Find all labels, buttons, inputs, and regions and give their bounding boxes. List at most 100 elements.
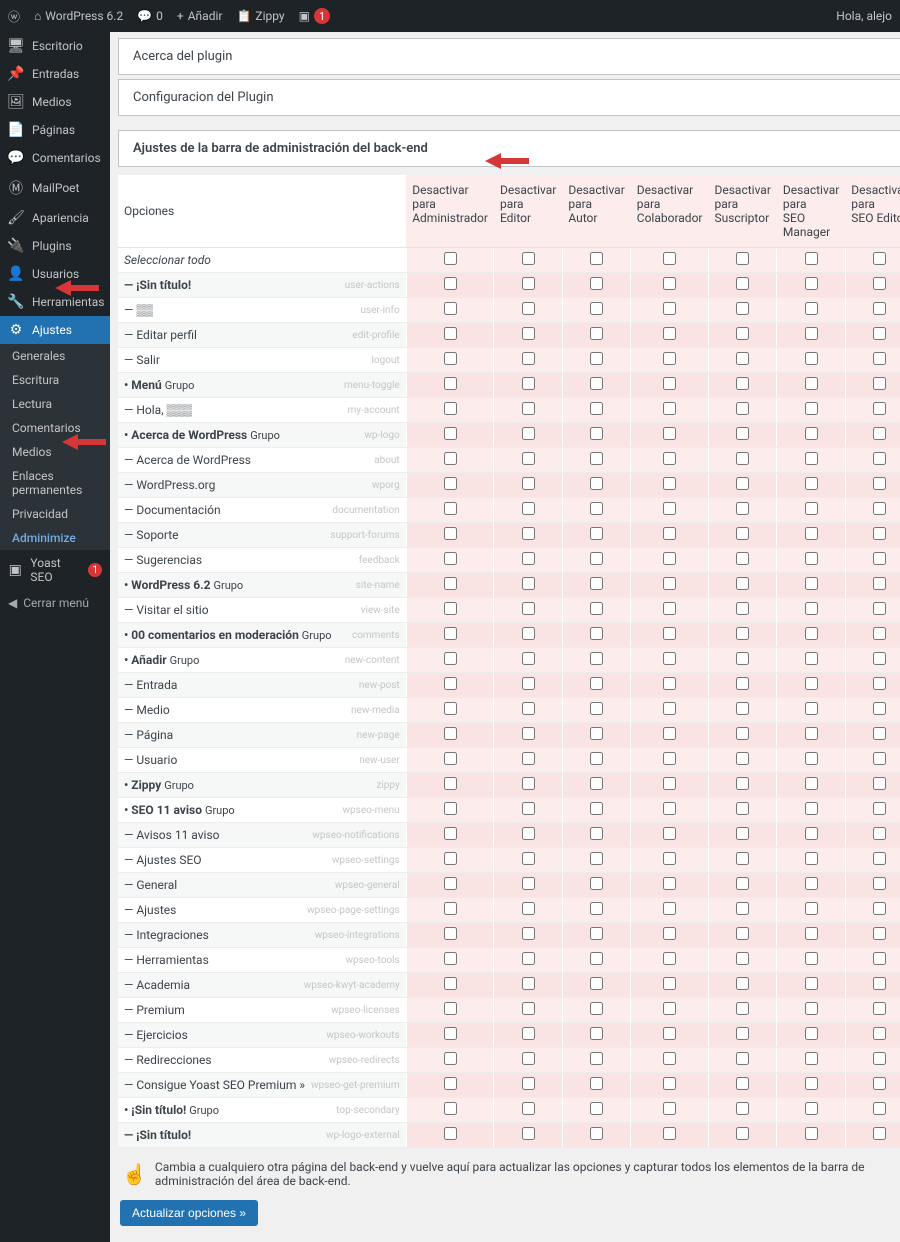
option-checkbox[interactable]	[805, 802, 818, 815]
option-checkbox[interactable]	[736, 702, 749, 715]
option-checkbox[interactable]	[522, 552, 535, 565]
option-checkbox[interactable]	[805, 352, 818, 365]
collapse-menu-button[interactable]: ◀ Cerrar menú	[0, 590, 110, 616]
option-checkbox[interactable]	[736, 977, 749, 990]
option-checkbox[interactable]	[663, 1002, 676, 1015]
option-checkbox[interactable]	[805, 377, 818, 390]
sidebar-item-medios[interactable]: 🖼Medios	[0, 88, 110, 116]
option-checkbox[interactable]	[444, 827, 457, 840]
option-checkbox[interactable]	[590, 927, 603, 940]
option-checkbox[interactable]	[805, 1077, 818, 1090]
option-checkbox[interactable]	[444, 752, 457, 765]
option-checkbox[interactable]	[444, 802, 457, 815]
option-checkbox[interactable]	[873, 752, 886, 765]
option-checkbox[interactable]	[736, 277, 749, 290]
option-checkbox[interactable]	[590, 652, 603, 665]
sidebar-item-entradas[interactable]: 📌Entradas	[0, 60, 110, 88]
option-checkbox[interactable]	[663, 602, 676, 615]
option-checkbox[interactable]	[805, 452, 818, 465]
option-checkbox[interactable]	[522, 352, 535, 365]
option-checkbox[interactable]	[444, 1027, 457, 1040]
option-checkbox[interactable]	[663, 377, 676, 390]
option-checkbox[interactable]	[805, 252, 818, 265]
option-checkbox[interactable]	[444, 1077, 457, 1090]
option-checkbox[interactable]	[805, 327, 818, 340]
option-checkbox[interactable]	[590, 702, 603, 715]
option-checkbox[interactable]	[590, 1002, 603, 1015]
option-checkbox[interactable]	[522, 777, 535, 790]
option-checkbox[interactable]	[590, 302, 603, 315]
option-checkbox[interactable]	[663, 427, 676, 440]
option-checkbox[interactable]	[444, 402, 457, 415]
option-checkbox[interactable]	[805, 852, 818, 865]
option-checkbox[interactable]	[873, 677, 886, 690]
option-checkbox[interactable]	[805, 1102, 818, 1115]
option-checkbox[interactable]	[590, 352, 603, 365]
option-checkbox[interactable]	[663, 502, 676, 515]
add-new-link[interactable]: + Añadir	[177, 9, 223, 23]
option-checkbox[interactable]	[522, 377, 535, 390]
option-checkbox[interactable]	[805, 577, 818, 590]
option-checkbox[interactable]	[873, 727, 886, 740]
option-checkbox[interactable]	[873, 477, 886, 490]
option-checkbox[interactable]	[444, 502, 457, 515]
option-checkbox[interactable]	[805, 1002, 818, 1015]
option-checkbox[interactable]	[805, 1052, 818, 1065]
option-checkbox[interactable]	[736, 1102, 749, 1115]
option-checkbox[interactable]	[522, 927, 535, 940]
option-checkbox[interactable]	[736, 727, 749, 740]
option-checkbox[interactable]	[736, 327, 749, 340]
option-checkbox[interactable]	[663, 652, 676, 665]
option-checkbox[interactable]	[590, 952, 603, 965]
option-checkbox[interactable]	[663, 552, 676, 565]
option-checkbox[interactable]	[522, 727, 535, 740]
option-checkbox[interactable]	[444, 927, 457, 940]
option-checkbox[interactable]	[805, 402, 818, 415]
option-checkbox[interactable]	[805, 1027, 818, 1040]
option-checkbox[interactable]	[590, 1102, 603, 1115]
option-checkbox[interactable]	[590, 277, 603, 290]
option-checkbox[interactable]	[663, 777, 676, 790]
comments-link[interactable]: 💬 0	[137, 9, 163, 23]
option-checkbox[interactable]	[805, 277, 818, 290]
option-checkbox[interactable]	[590, 852, 603, 865]
option-checkbox[interactable]	[444, 1102, 457, 1115]
option-checkbox[interactable]	[590, 502, 603, 515]
option-checkbox[interactable]	[444, 452, 457, 465]
option-checkbox[interactable]	[522, 502, 535, 515]
option-checkbox[interactable]	[590, 1077, 603, 1090]
option-checkbox[interactable]	[873, 927, 886, 940]
site-name-link[interactable]: ⌂ WordPress 6.2	[34, 9, 123, 23]
option-checkbox[interactable]	[522, 1102, 535, 1115]
sidebar-item-yoast-seo[interactable]: ▣Yoast SEO1	[0, 550, 110, 590]
sidebar-item-páginas[interactable]: 📄Páginas	[0, 116, 110, 144]
option-checkbox[interactable]	[590, 477, 603, 490]
option-checkbox[interactable]	[736, 352, 749, 365]
option-checkbox[interactable]	[590, 802, 603, 815]
option-checkbox[interactable]	[873, 452, 886, 465]
option-checkbox[interactable]	[805, 552, 818, 565]
option-checkbox[interactable]	[444, 902, 457, 915]
option-checkbox[interactable]	[873, 1052, 886, 1065]
option-checkbox[interactable]	[444, 727, 457, 740]
option-checkbox[interactable]	[805, 902, 818, 915]
option-checkbox[interactable]	[444, 277, 457, 290]
panel-about-plugin[interactable]: Acerca del plugin	[118, 38, 900, 75]
option-checkbox[interactable]	[873, 252, 886, 265]
option-checkbox[interactable]	[736, 1077, 749, 1090]
option-checkbox[interactable]	[873, 1102, 886, 1115]
option-checkbox[interactable]	[873, 552, 886, 565]
option-checkbox[interactable]	[736, 1027, 749, 1040]
option-checkbox[interactable]	[736, 852, 749, 865]
option-checkbox[interactable]	[873, 502, 886, 515]
sidebar-subitem-lectura[interactable]: Lectura	[0, 392, 110, 416]
option-checkbox[interactable]	[805, 952, 818, 965]
option-checkbox[interactable]	[873, 1127, 886, 1140]
option-checkbox[interactable]	[873, 1002, 886, 1015]
wp-logo-icon[interactable]: ⓦ	[8, 8, 20, 25]
option-checkbox[interactable]	[873, 627, 886, 640]
option-checkbox[interactable]	[873, 352, 886, 365]
option-checkbox[interactable]	[522, 302, 535, 315]
option-checkbox[interactable]	[444, 852, 457, 865]
option-checkbox[interactable]	[444, 477, 457, 490]
